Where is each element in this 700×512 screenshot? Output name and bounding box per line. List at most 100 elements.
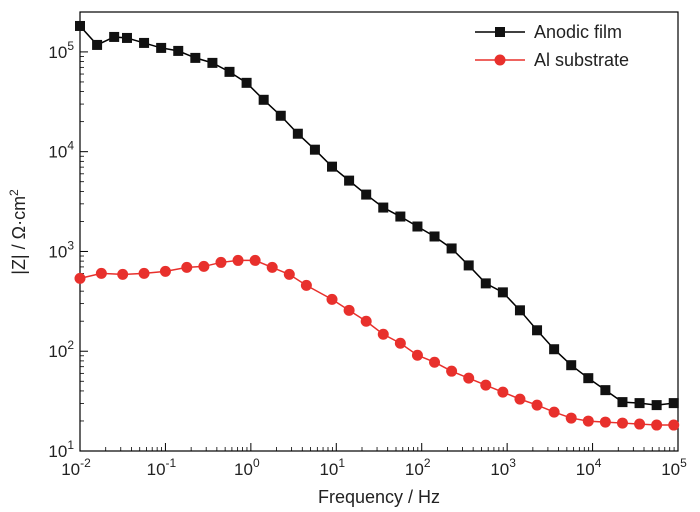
data-point-al-substrate bbox=[429, 356, 441, 368]
y-tick-label: 102 bbox=[48, 338, 74, 361]
series-layer bbox=[74, 20, 680, 431]
data-point-al-substrate bbox=[74, 272, 86, 284]
data-point-anodic-film bbox=[121, 32, 132, 43]
data-point-anodic-film bbox=[395, 211, 406, 222]
data-point-al-substrate bbox=[360, 315, 372, 327]
data-point-al-substrate bbox=[634, 418, 646, 430]
x-tick-labels: 10-2 10-1 100 101 102 103 104 105 bbox=[61, 456, 687, 479]
plot-frame bbox=[79, 11, 679, 452]
x-tick-label: 10-1 bbox=[147, 456, 177, 479]
data-point-al-substrate bbox=[548, 406, 560, 418]
data-point-al-substrate bbox=[394, 337, 406, 349]
data-point-anodic-film bbox=[344, 175, 355, 186]
data-point-al-substrate bbox=[198, 260, 210, 272]
data-point-anodic-film bbox=[583, 373, 594, 384]
x-tick-label: 100 bbox=[234, 456, 260, 479]
data-point-anodic-film bbox=[668, 398, 679, 409]
data-point-al-substrate bbox=[181, 261, 193, 273]
x-tick-label: 103 bbox=[490, 456, 516, 479]
data-point-al-substrate bbox=[326, 293, 338, 305]
x-tick-label: 10-2 bbox=[61, 456, 91, 479]
data-point-al-substrate bbox=[514, 393, 526, 405]
y-axis-title: |Z| / Ω·cm2 bbox=[7, 189, 29, 275]
data-point-anodic-film bbox=[497, 287, 508, 298]
data-point-anodic-film bbox=[651, 400, 662, 411]
data-point-al-substrate bbox=[446, 365, 458, 377]
data-point-al-substrate bbox=[283, 268, 295, 280]
data-point-anodic-film bbox=[532, 325, 543, 336]
data-point-al-substrate bbox=[463, 372, 475, 384]
data-point-anodic-film bbox=[292, 128, 303, 139]
data-point-anodic-film bbox=[309, 144, 320, 155]
data-point-al-substrate bbox=[377, 328, 389, 340]
series-al-substrate bbox=[74, 254, 680, 431]
x-tick-label: 105 bbox=[661, 456, 687, 479]
legend: Anodic film Al substrate bbox=[475, 22, 629, 70]
data-point-al-substrate bbox=[531, 399, 543, 411]
data-point-al-substrate bbox=[411, 349, 423, 361]
data-point-anodic-film bbox=[600, 385, 611, 396]
y-tick-label: 101 bbox=[48, 438, 74, 461]
data-point-anodic-film bbox=[207, 57, 218, 68]
data-point-anodic-film bbox=[514, 305, 525, 316]
y-tick-labels: 101 102 103 104 105 bbox=[48, 39, 74, 461]
series-line-anodic-film bbox=[79, 25, 674, 406]
legend-entry-al-substrate: Al substrate bbox=[475, 50, 629, 70]
data-point-anodic-film bbox=[224, 66, 235, 77]
x-tick-label: 104 bbox=[576, 456, 602, 479]
data-point-anodic-film bbox=[617, 397, 628, 408]
legend-marker-anodic-film bbox=[495, 27, 505, 37]
data-point-al-substrate bbox=[668, 419, 680, 431]
data-point-al-substrate bbox=[95, 267, 107, 279]
data-point-anodic-film bbox=[463, 260, 474, 271]
data-point-anodic-film bbox=[275, 110, 286, 121]
data-point-al-substrate bbox=[582, 415, 594, 427]
data-point-anodic-film bbox=[139, 37, 150, 48]
data-point-al-substrate bbox=[497, 386, 509, 398]
data-point-anodic-film bbox=[109, 31, 120, 42]
data-point-anodic-film bbox=[327, 161, 338, 172]
legend-entry-anodic-film: Anodic film bbox=[475, 22, 622, 42]
data-point-anodic-film bbox=[378, 202, 389, 213]
data-point-anodic-film bbox=[361, 189, 372, 200]
data-point-al-substrate bbox=[159, 265, 171, 277]
data-point-al-substrate bbox=[117, 268, 129, 280]
data-point-al-substrate bbox=[215, 256, 227, 268]
y-tick-label: 103 bbox=[48, 238, 74, 261]
data-point-al-substrate bbox=[599, 416, 611, 428]
data-point-anodic-film bbox=[156, 42, 167, 53]
data-point-anodic-film bbox=[75, 20, 85, 31]
data-point-anodic-film bbox=[258, 94, 269, 105]
data-point-al-substrate bbox=[266, 261, 278, 273]
legend-label-al-substrate: Al substrate bbox=[534, 50, 629, 70]
data-point-al-substrate bbox=[651, 419, 663, 431]
data-point-al-substrate bbox=[232, 254, 244, 266]
x-axis-title: Frequency / Hz bbox=[318, 487, 440, 507]
x-tick-label: 101 bbox=[319, 456, 345, 479]
y-tick-label: 105 bbox=[48, 39, 74, 62]
data-point-al-substrate bbox=[616, 417, 628, 429]
data-point-anodic-film bbox=[549, 344, 560, 355]
data-point-anodic-film bbox=[566, 360, 577, 371]
data-point-al-substrate bbox=[343, 304, 355, 316]
data-point-al-substrate bbox=[138, 267, 150, 279]
y-tick-label: 104 bbox=[48, 139, 74, 162]
data-point-anodic-film bbox=[92, 39, 103, 50]
data-point-anodic-film bbox=[241, 77, 252, 88]
legend-marker-al-substrate bbox=[494, 54, 506, 66]
data-point-al-substrate bbox=[565, 412, 577, 424]
data-point-al-substrate bbox=[300, 279, 312, 291]
data-point-anodic-film bbox=[429, 231, 440, 242]
axis-ticks bbox=[79, 21, 679, 452]
data-point-anodic-film bbox=[634, 398, 645, 409]
series-line-al-substrate bbox=[79, 259, 674, 426]
data-point-anodic-film bbox=[480, 278, 491, 289]
data-point-anodic-film bbox=[190, 52, 201, 63]
x-tick-label: 102 bbox=[405, 456, 431, 479]
data-point-anodic-film bbox=[412, 221, 423, 232]
data-point-al-substrate bbox=[249, 254, 261, 266]
data-point-anodic-film bbox=[446, 243, 457, 254]
data-point-al-substrate bbox=[480, 379, 492, 391]
series-anodic-film bbox=[75, 20, 679, 411]
